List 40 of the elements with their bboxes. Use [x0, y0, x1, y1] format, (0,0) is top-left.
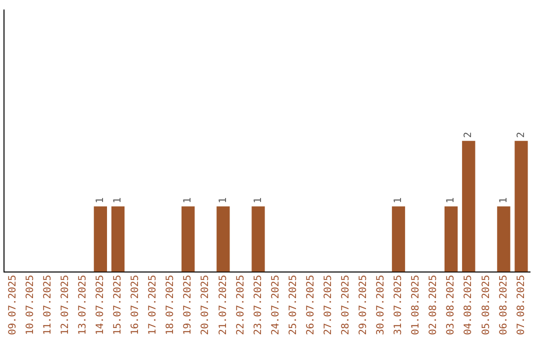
x-tick-label: 12.07.2025	[60, 274, 71, 336]
x-tick-label: 19.07.2025	[182, 274, 194, 336]
data-label: 1	[446, 197, 457, 204]
x-tick-label: 17.07.2025	[148, 274, 159, 336]
data-label: 1	[182, 197, 194, 204]
x-tick-label: 24.07.2025	[270, 274, 282, 336]
x-tick-label: 04.08.2025	[463, 274, 474, 336]
x-tick-label: 25.07.2025	[288, 274, 299, 336]
data-label: 1	[252, 197, 264, 204]
x-tick-label: 13.07.2025	[77, 274, 88, 336]
x-tick-label: 30.07.2025	[376, 274, 387, 336]
data-label: 1	[112, 197, 124, 204]
x-tick-label: 06.08.2025	[498, 274, 510, 336]
x-tick-label: 10.07.2025	[24, 274, 36, 336]
x-tick-label: 23.07.2025	[252, 274, 264, 336]
data-label: 1	[498, 197, 510, 204]
x-tick-label: 21.07.2025	[218, 274, 229, 336]
x-tick-label: 11.07.2025	[42, 274, 54, 336]
x-tick-label: 07.08.2025	[516, 274, 527, 336]
x-tick-label: 03.08.2025	[446, 274, 457, 336]
x-tick-label: 05.08.2025	[480, 274, 492, 336]
data-label: 1	[95, 197, 106, 204]
x-tick-label: 29.07.2025	[358, 274, 370, 336]
data-label: 2	[516, 132, 527, 138]
x-tick-label: 16.07.2025	[130, 274, 142, 336]
x-tick-label: 26.07.2025	[305, 274, 316, 336]
x-tick-label: 18.07.2025	[165, 274, 176, 336]
x-tick-label: 14.07.2025	[95, 274, 106, 336]
x-tick-label: 09.07.2025	[7, 274, 18, 336]
x-tick-label: 27.07.2025	[322, 274, 334, 336]
x-tick-label: 01.08.2025	[410, 274, 422, 336]
data-label: 1	[218, 197, 229, 204]
data-label: 1	[393, 197, 404, 204]
data-label: 2	[463, 132, 474, 138]
x-tick-label: 28.07.2025	[340, 274, 352, 336]
x-tick-label: 31.07.2025	[393, 274, 404, 336]
x-tick-label: 22.07.2025	[235, 274, 246, 336]
x-tick-label: 02.08.2025	[428, 274, 440, 336]
x-tick-label: 15.07.2025	[112, 274, 124, 336]
x-tick-label: 20.07.2025	[200, 274, 212, 336]
